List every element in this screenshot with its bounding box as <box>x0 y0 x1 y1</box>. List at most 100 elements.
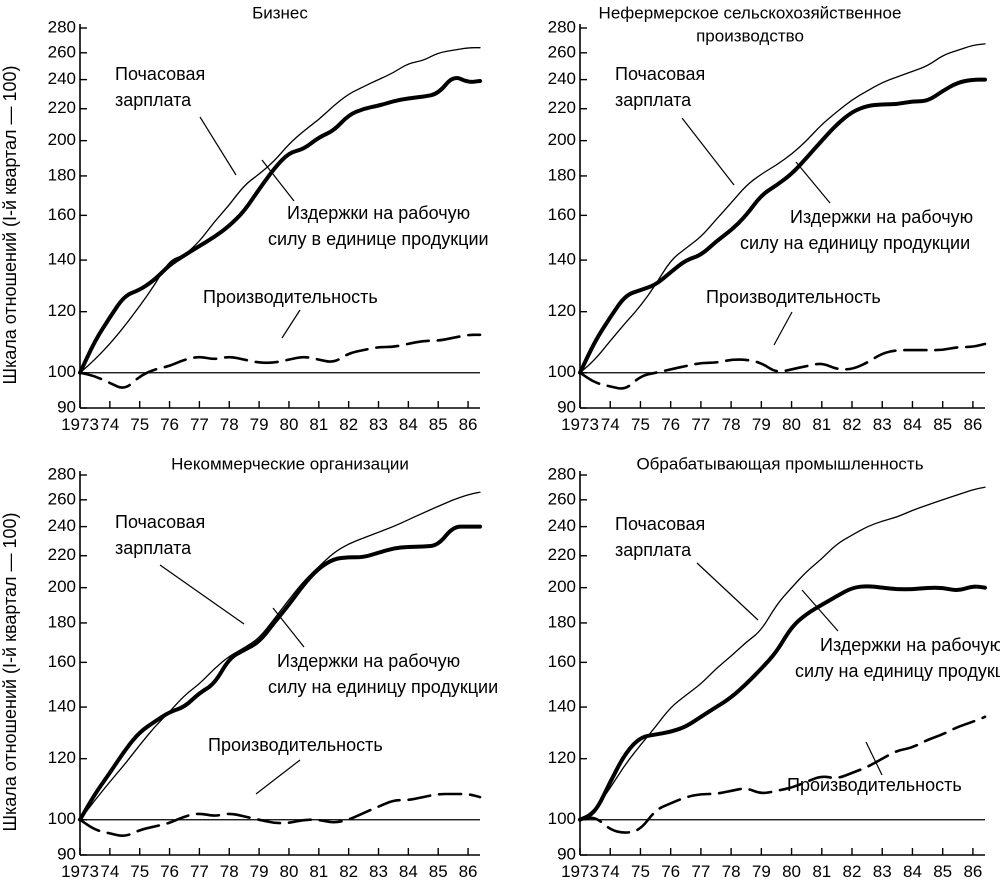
leader-line-wage <box>681 117 735 186</box>
chart-panel-4: Обрабатывающая промышленность 90 100 120 140… <box>548 454 1000 881</box>
x-tick-label: 80 <box>279 415 298 434</box>
x-tick-label: 76 <box>661 862 680 881</box>
y-tick-label: 180 <box>48 612 76 631</box>
y-tick-label: 180 <box>548 165 576 184</box>
series-line-ulc <box>78 524 482 822</box>
y-tick-label: 100 <box>48 809 76 828</box>
annotation-wage: Почасовая <box>115 512 205 532</box>
annotation-ulc: Издержки на рабочую <box>287 203 470 223</box>
annotation-wage: зарплата <box>115 90 192 110</box>
annotation-prod: Производительность <box>706 287 881 307</box>
x-tick-label: 75 <box>130 415 149 434</box>
leader-line-ulc <box>261 159 295 202</box>
x-tick-label: 78 <box>722 862 741 881</box>
leader-line-prod <box>255 759 301 795</box>
x-tick-label: 85 <box>429 415 448 434</box>
x-tick-label: 77 <box>190 415 209 434</box>
x-tick-label: 78 <box>220 415 239 434</box>
y-tick-label: 200 <box>48 130 76 149</box>
x-tick-label: 86 <box>459 415 478 434</box>
y-tick-label: 240 <box>48 516 76 535</box>
y-tick-label: 120 <box>48 301 76 320</box>
chart-panel-1: Бизнес 90 100 120 140 160 180 200 220 240 260 280 19… <box>48 3 489 434</box>
series-line-wage <box>79 47 481 374</box>
y-tick-label: 120 <box>548 748 576 767</box>
series-line-prod <box>578 715 987 834</box>
x-tick-label: 81 <box>309 862 328 881</box>
x-tick-label: 1973 <box>561 862 599 881</box>
y-tick-label: 220 <box>48 98 76 117</box>
annotation-ulc: силу на единицу продукции <box>740 233 970 253</box>
x-tick-label: 1973 <box>561 415 599 434</box>
y-tick-label: 280 <box>548 464 576 483</box>
x-tick-label: 86 <box>963 862 982 881</box>
chart-title: Нефермерское сельскохозяйственное <box>599 3 902 22</box>
y-tick-label: 240 <box>48 69 76 88</box>
annotation-ulc: силу на единицу продукции <box>795 661 1000 681</box>
y-tick-label: 100 <box>548 809 576 828</box>
annotation-prod: Производительность <box>787 775 962 795</box>
y-tick-label: 120 <box>48 748 76 767</box>
y-tick-label: 90 <box>557 844 576 863</box>
leader-line-wage <box>696 562 759 621</box>
y-tick-label: 260 <box>48 42 76 61</box>
y-tick-label: 140 <box>548 697 576 716</box>
y-tick-label: 90 <box>557 397 576 416</box>
x-tick-label: 77 <box>691 862 710 881</box>
y-tick-label: 280 <box>48 464 76 483</box>
series-line-prod <box>578 342 987 390</box>
annotation-ulc: Издержки на рабочую <box>790 207 973 227</box>
series-line-wage <box>579 43 986 374</box>
x-tick-label: 84 <box>399 415 418 434</box>
leader-line-ulc <box>801 589 839 632</box>
y-tick-label: 140 <box>548 250 576 269</box>
annotation-ulc: силу в единице продукции <box>268 229 489 249</box>
leader-line-prod <box>281 309 301 339</box>
x-tick-label: 80 <box>279 862 298 881</box>
y-tick-label: 90 <box>57 844 76 863</box>
series-line-wage <box>579 486 986 821</box>
x-tick-label: 84 <box>903 862 922 881</box>
x-tick-label: 75 <box>631 862 650 881</box>
annotation-wage: зарплата <box>115 538 192 558</box>
x-tick-label: 80 <box>782 862 801 881</box>
y-tick-label: 280 <box>548 17 576 36</box>
y-tick-label: 140 <box>48 697 76 716</box>
series-line-ulc <box>578 77 988 375</box>
y-tick-label: 220 <box>548 98 576 117</box>
series-line-prod <box>78 792 482 838</box>
annotation-wage: зарплата <box>615 540 692 560</box>
chart-title: Бизнес <box>252 3 308 22</box>
y-tick-label: 160 <box>48 652 76 671</box>
annotation-wage: Почасовая <box>615 514 705 534</box>
series-line-wage <box>79 491 481 821</box>
annotation-wage: Почасовая <box>115 64 205 84</box>
y-tick-label: 280 <box>48 17 76 36</box>
x-tick-label: 82 <box>339 415 358 434</box>
y-tick-label: 90 <box>57 397 76 416</box>
x-tick-label: 1973 <box>61 415 99 434</box>
x-tick-label: 86 <box>963 415 982 434</box>
chart-panel-3: Некоммерческие организации 90 100 120 140 160… <box>48 454 499 881</box>
y-tick-label: 260 <box>548 42 576 61</box>
x-tick-label: 76 <box>160 415 179 434</box>
x-tick-label: 84 <box>399 862 418 881</box>
leader-line-prod <box>773 311 793 346</box>
y-tick-label: 100 <box>548 362 576 381</box>
annotation-wage: Почасовая <box>615 64 705 84</box>
x-tick-label: 78 <box>722 415 741 434</box>
y-tick-label: 200 <box>548 130 576 149</box>
x-tick-label: 76 <box>160 862 179 881</box>
y-tick-label: 240 <box>548 516 576 535</box>
x-tick-label: 81 <box>309 415 328 434</box>
y-tick-label: 160 <box>48 205 76 224</box>
x-tick-label: 85 <box>429 862 448 881</box>
y-tick-label: 160 <box>548 205 576 224</box>
leader-line-wage <box>199 116 237 176</box>
y-tick-label: 180 <box>48 165 76 184</box>
x-tick-label: 74 <box>100 415 119 434</box>
annotation-ulc: Издержки на рабочую <box>820 635 1000 655</box>
x-tick-label: 77 <box>691 415 710 434</box>
